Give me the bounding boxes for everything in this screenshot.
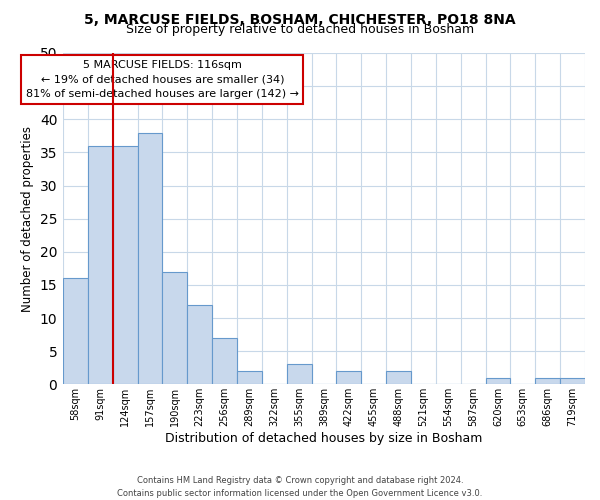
Bar xyxy=(287,364,311,384)
Bar xyxy=(137,132,163,384)
Text: 5, MARCUSE FIELDS, BOSHAM, CHICHESTER, PO18 8NA: 5, MARCUSE FIELDS, BOSHAM, CHICHESTER, P… xyxy=(84,12,516,26)
Text: Size of property relative to detached houses in Bosham: Size of property relative to detached ho… xyxy=(126,22,474,36)
Bar xyxy=(337,371,361,384)
Bar xyxy=(212,338,237,384)
X-axis label: Distribution of detached houses by size in Bosham: Distribution of detached houses by size … xyxy=(165,432,482,445)
Bar xyxy=(386,371,411,384)
Bar xyxy=(113,146,137,384)
Bar xyxy=(163,272,187,384)
Bar xyxy=(560,378,585,384)
Bar xyxy=(63,278,88,384)
Bar xyxy=(88,146,113,384)
Text: Contains HM Land Registry data © Crown copyright and database right 2024.
Contai: Contains HM Land Registry data © Crown c… xyxy=(118,476,482,498)
Bar xyxy=(237,371,262,384)
Bar xyxy=(485,378,511,384)
Bar xyxy=(187,305,212,384)
Text: 5 MARCUSE FIELDS: 116sqm
← 19% of detached houses are smaller (34)
81% of semi-d: 5 MARCUSE FIELDS: 116sqm ← 19% of detach… xyxy=(26,60,299,99)
Y-axis label: Number of detached properties: Number of detached properties xyxy=(21,126,34,312)
Bar xyxy=(535,378,560,384)
